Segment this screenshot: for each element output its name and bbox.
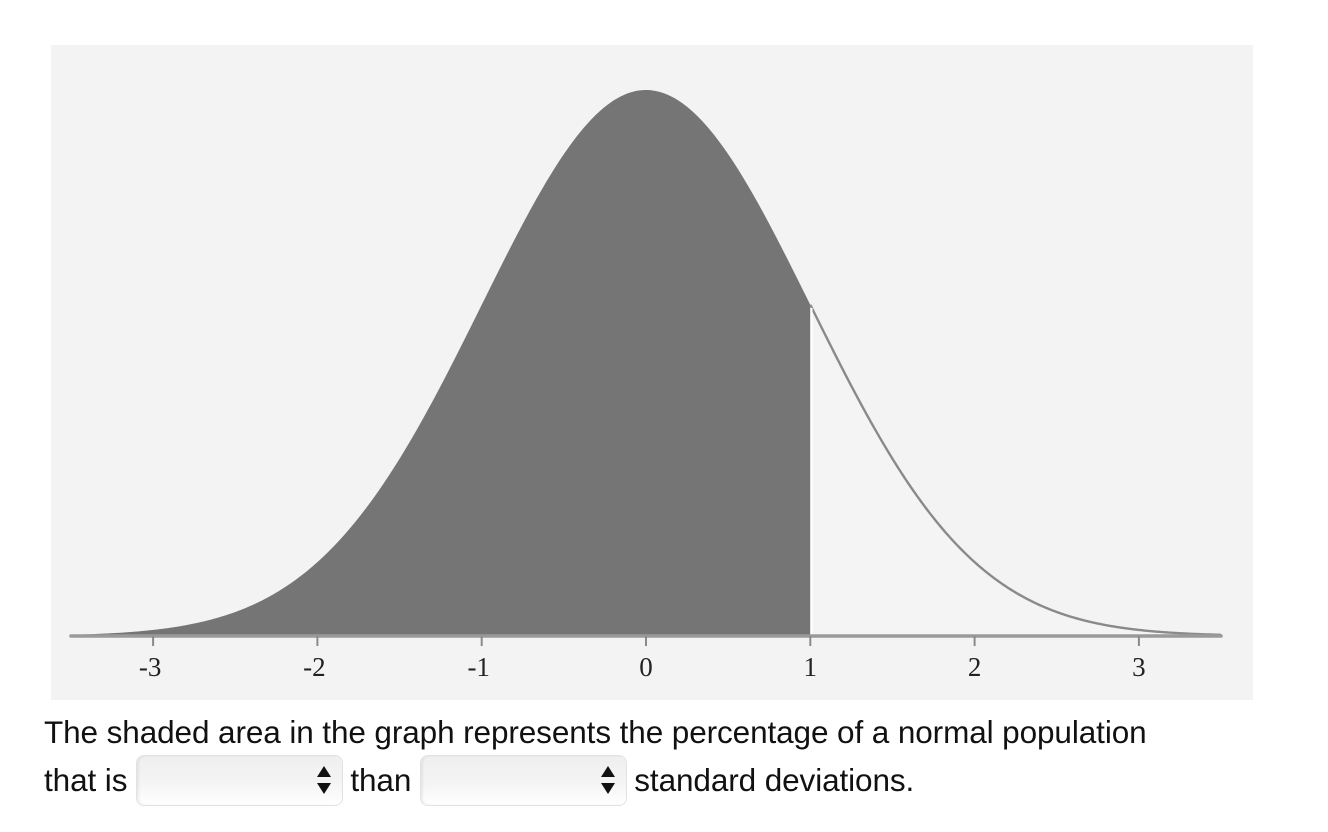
question-line-1-text: The shaded area in the graph represents … bbox=[44, 714, 1147, 750]
x-tick-label: -1 bbox=[467, 652, 490, 682]
question-prefix-text: that is bbox=[44, 762, 128, 798]
x-tick-label: 3 bbox=[1132, 652, 1146, 682]
up-down-arrows-icon bbox=[317, 766, 332, 794]
curve-outline bbox=[809, 304, 1222, 637]
up-down-arrows-icon bbox=[601, 766, 616, 794]
question-suffix-text: standard deviations. bbox=[634, 762, 915, 798]
question-line-1: The shaded area in the graph represents … bbox=[44, 708, 1328, 756]
question-text: The shaded area in the graph represents … bbox=[44, 708, 1328, 805]
x-tick-label: 2 bbox=[968, 652, 982, 682]
x-axis-ticks: -3 -2 -1 0 1 2 3 bbox=[139, 636, 1146, 682]
x-tick-label: 0 bbox=[639, 652, 653, 682]
unshaded-area bbox=[810, 304, 1222, 636]
question-middle-text: than bbox=[350, 762, 412, 798]
x-tick-label: -2 bbox=[303, 652, 326, 682]
x-tick-label: -3 bbox=[139, 652, 162, 682]
question-line-2: that is than standard deviations. bbox=[44, 755, 1328, 805]
x-tick-label: 1 bbox=[804, 652, 818, 682]
comparison-select[interactable] bbox=[137, 755, 343, 805]
shaded-area bbox=[70, 90, 811, 636]
value-select[interactable] bbox=[421, 755, 627, 805]
